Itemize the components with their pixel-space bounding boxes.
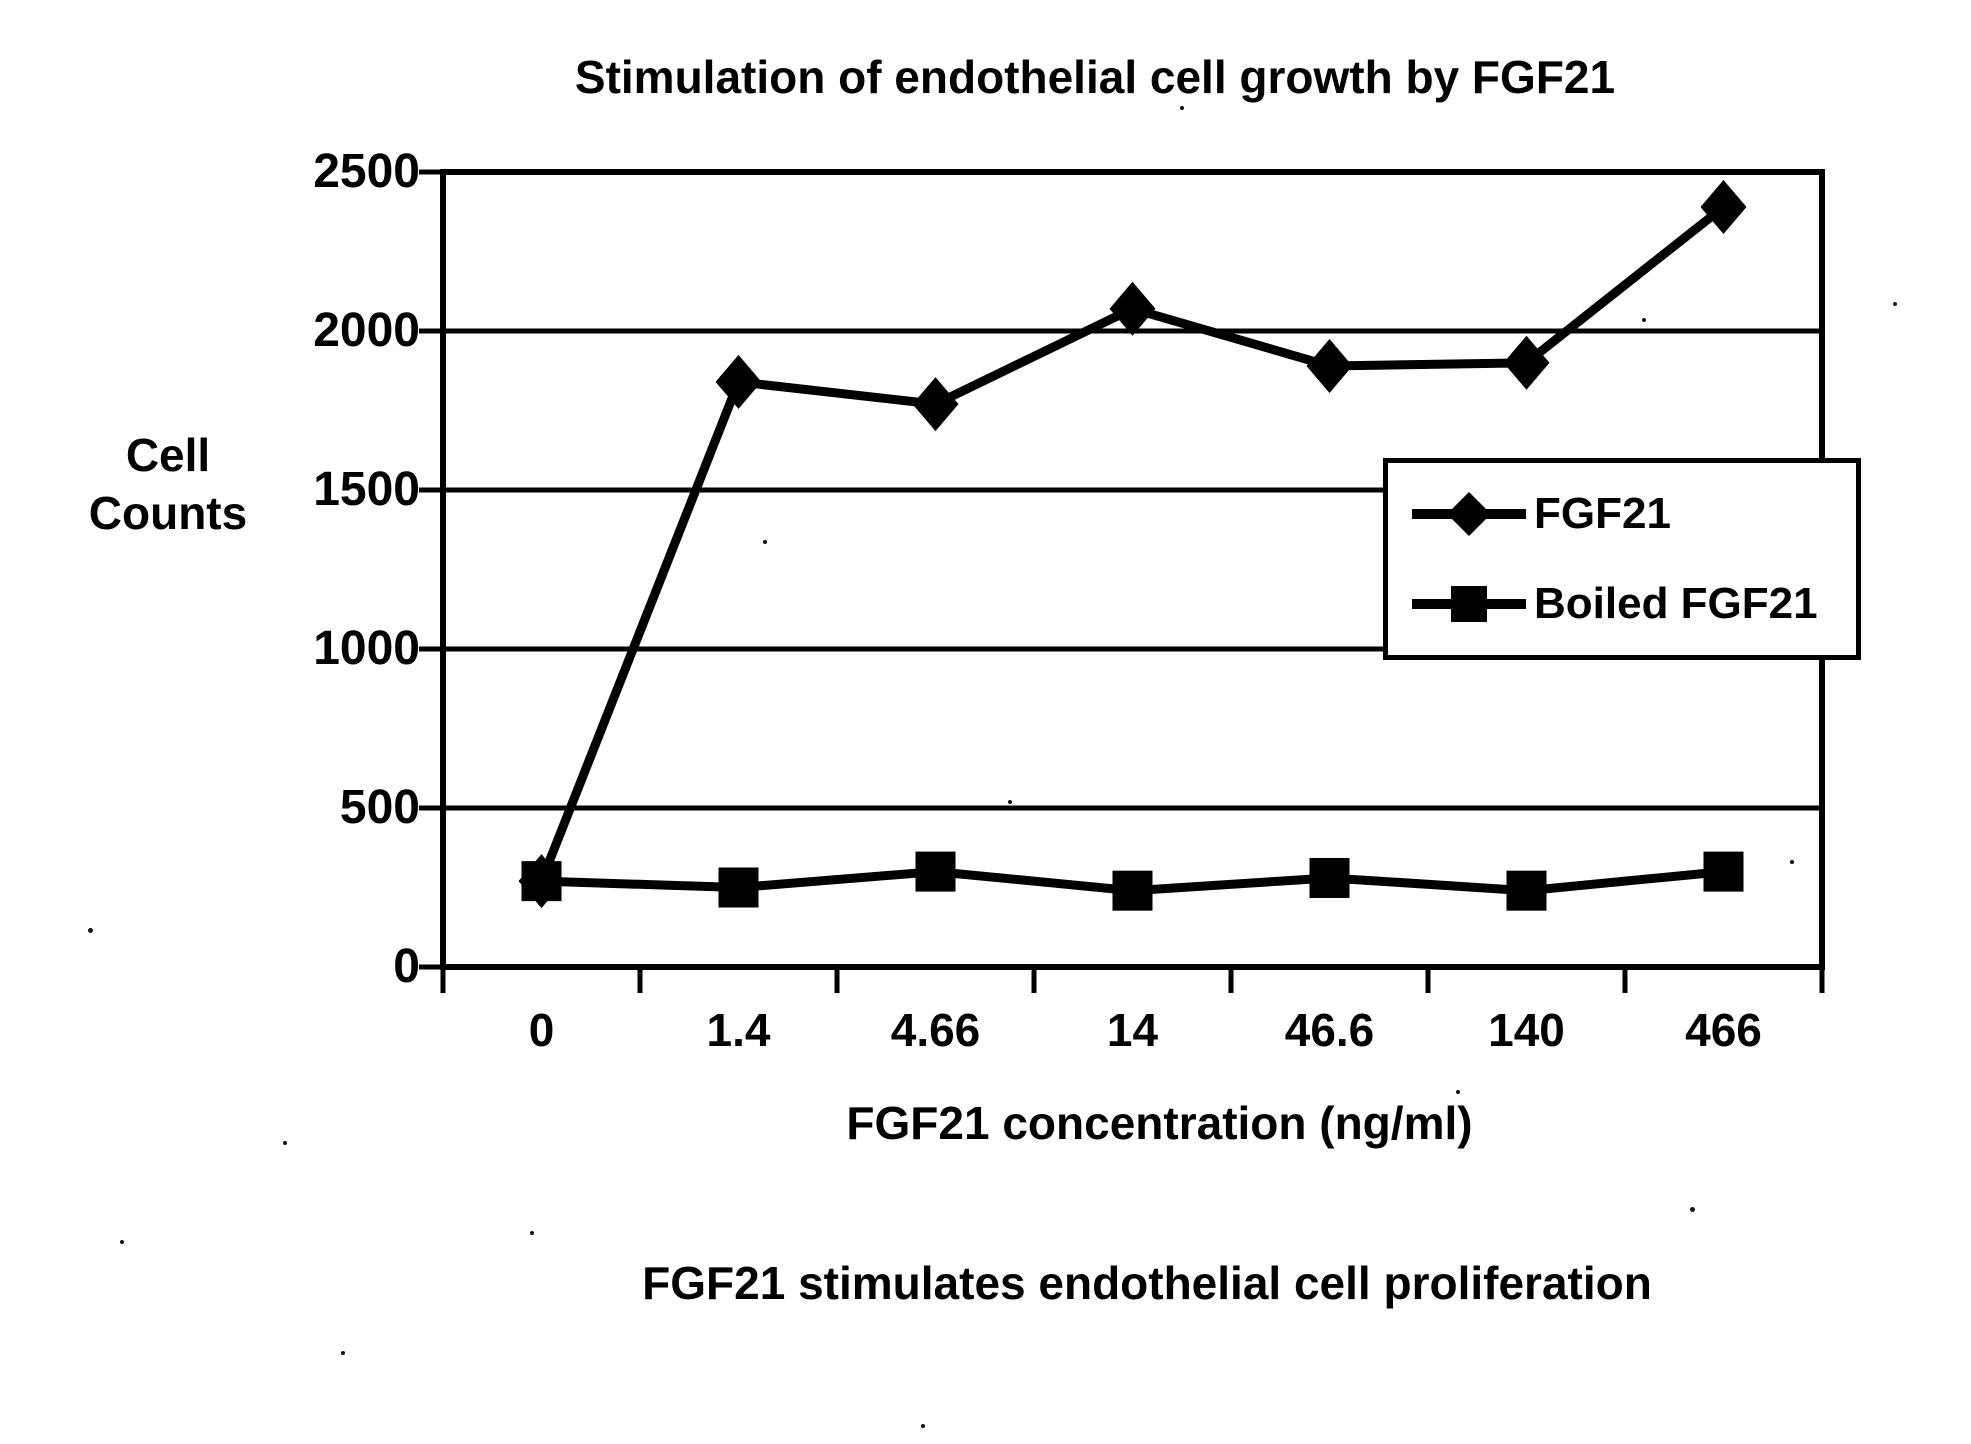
chart-title: Stimulation of endothelial cell growth b…: [574, 51, 1616, 103]
x-axis-title: FGF21 concentration (ng/ml): [846, 1097, 1473, 1149]
legend-label: Boiled FGF21: [1534, 579, 1818, 628]
legend-square-icon: [1451, 586, 1487, 622]
x-tick-label: 140: [1488, 1004, 1565, 1056]
scan-speck: [1642, 318, 1646, 322]
data-point-diamond: [912, 377, 959, 432]
scan-speck: [1690, 1207, 1695, 1212]
y-tick-label: 2500: [313, 145, 420, 198]
x-tick-label: 46.6: [1284, 1004, 1375, 1056]
scan-speck: [1008, 800, 1012, 804]
y-tick-label: 0: [393, 940, 420, 993]
data-point-square: [521, 861, 562, 902]
scan-speck: [921, 1424, 925, 1428]
scan-speck: [1893, 302, 1897, 306]
scan-speck: [341, 1351, 345, 1355]
data-point-square: [718, 867, 759, 908]
data-point-square: [1112, 870, 1153, 911]
scan-speck: [1180, 106, 1184, 110]
scan-speck: [530, 1231, 534, 1235]
scan-speck: [283, 1141, 287, 1145]
data-point-square: [1506, 870, 1547, 911]
data-point-diamond: [1503, 335, 1550, 390]
scan-speck: [88, 928, 93, 933]
data-point-square: [1703, 851, 1744, 892]
data-point-square: [1309, 857, 1350, 898]
legend-item: FGF21: [1410, 486, 1850, 542]
scan-speck: [763, 540, 767, 544]
scan-speck: [1456, 1090, 1460, 1094]
y-tick-label: 500: [339, 781, 420, 834]
data-point-diamond: [1700, 179, 1747, 234]
y-tick-label: 1000: [313, 622, 420, 675]
legend-marker-diamond-icon: [1412, 492, 1526, 536]
legend-diamond-icon: [1447, 492, 1491, 536]
legend-item: Boiled FGF21: [1410, 576, 1850, 632]
chart-legend: FGF21 Boiled FGF21: [1383, 458, 1861, 660]
y-axis-title: Cell Counts: [88, 429, 248, 539]
legend-label: FGF21: [1534, 489, 1671, 538]
y-tick-label: 1500: [313, 463, 420, 516]
x-tick-label: 466: [1685, 1004, 1762, 1056]
x-tick-label: 0: [528, 1004, 555, 1056]
x-tick-label: 4.66: [890, 1004, 981, 1056]
y-tick-label: 2000: [313, 304, 420, 357]
legend-marker-square-icon: [1412, 586, 1526, 622]
x-tick-label: 1.4: [706, 1004, 771, 1056]
scan-speck: [1790, 860, 1794, 864]
data-point-square: [915, 851, 956, 892]
scan-speck: [120, 1240, 124, 1244]
x-tick-label: 14: [1106, 1004, 1159, 1056]
figure-caption: FGF21 stimulates endothelial cell prolif…: [642, 1257, 1652, 1309]
data-point-diamond: [1306, 338, 1353, 393]
data-point-diamond: [1109, 281, 1156, 336]
data-point-diamond: [715, 354, 762, 409]
